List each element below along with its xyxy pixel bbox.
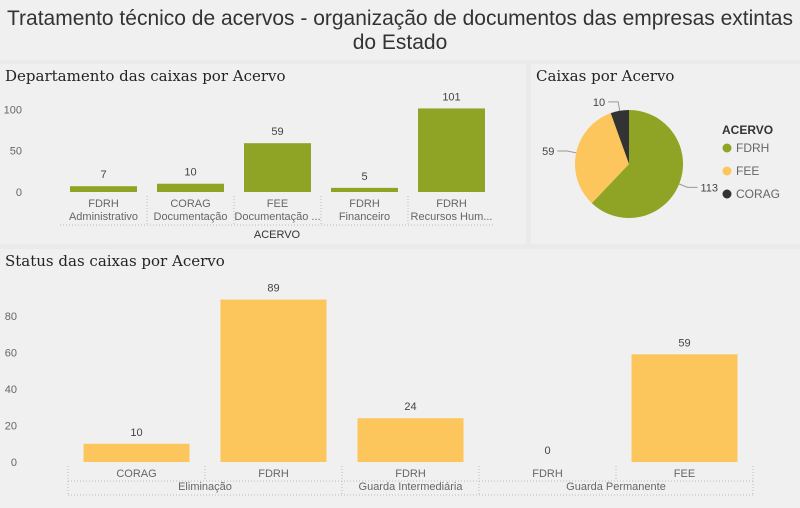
- legend-marker: [722, 143, 732, 153]
- x-group-label: Guarda Intermediária: [359, 481, 464, 493]
- x-tick-label: FDRH: [349, 198, 380, 210]
- x-tick-label: FDRH: [258, 468, 289, 480]
- x-tick-sublabel: Documentação ...: [234, 211, 320, 223]
- data-label: 0: [544, 445, 550, 457]
- status-bar-chart[interactable]: 02040608010CORAG89FDRHEliminação24FDRHGu…: [0, 249, 800, 508]
- report-title: Tratamento técnico de acervos - organiza…: [0, 0, 800, 60]
- x-tick-label: FDRH: [532, 468, 563, 480]
- pie-data-label: 113: [701, 182, 719, 194]
- legend-entry: FEE: [736, 164, 759, 178]
- bar: [70, 186, 137, 192]
- data-label: 89: [267, 283, 279, 295]
- pie-chart-title: Caixas por Acervo: [536, 67, 675, 85]
- data-label: 59: [678, 337, 690, 349]
- x-tick-label: CORAG: [116, 468, 156, 480]
- x-tick-sublabel: Administrativo: [69, 211, 138, 223]
- pie-data-label: 59: [542, 146, 554, 158]
- x-axis-title: ACERVO: [254, 229, 301, 241]
- bar: [83, 443, 190, 462]
- pie-slice: [610, 110, 629, 164]
- bar: [220, 299, 327, 462]
- legend-entry: FDRH: [736, 141, 769, 155]
- x-tick-sublabel: Documentação: [154, 211, 228, 223]
- department-bar-chart[interactable]: 0501007FDRHAdministrativo10CORAGDocument…: [0, 64, 526, 244]
- data-label: 101: [442, 91, 460, 103]
- legend-entry: CORAG: [736, 187, 780, 201]
- pie-data-label: 10: [593, 97, 605, 109]
- x-group-label: Eliminação: [178, 481, 232, 493]
- pie-leader-line: [608, 101, 621, 111]
- bar: [244, 143, 311, 192]
- x-group-label: Guarda Permanente: [566, 481, 666, 493]
- data-label: 59: [271, 126, 283, 138]
- x-tick-label: FDRH: [88, 198, 119, 210]
- bar: [357, 418, 464, 462]
- acervo-pie-panel[interactable]: Caixas por Acervo 113 59 10 ACERVO FDRH FEE CO…: [531, 64, 800, 244]
- data-label: 10: [184, 167, 196, 179]
- status-chart-panel[interactable]: Status das caixas por Acervo 0 20 40 60 80 10…: [0, 249, 800, 508]
- bar: [418, 108, 485, 192]
- x-tick-label: FEE: [674, 468, 695, 480]
- y-tick-label: 40: [5, 384, 17, 396]
- x-tick-label: FEE: [267, 198, 288, 210]
- legend-marker: [722, 189, 732, 199]
- bar: [631, 354, 738, 462]
- bar: [157, 183, 224, 192]
- x-tick-label: CORAG: [170, 198, 210, 210]
- pie-leader-line: [678, 183, 698, 188]
- x-tick-sublabel: Recursos Hum...: [411, 211, 493, 223]
- y-tick-label: 0: [11, 457, 17, 469]
- data-label: 7: [100, 169, 106, 181]
- x-tick-sublabel: Financeiro: [339, 211, 390, 223]
- y-tick-label: 80: [5, 311, 17, 323]
- legend-marker: [722, 166, 732, 176]
- status-chart-title: Status das caixas por Acervo: [5, 252, 225, 270]
- y-tick-label: 20: [5, 421, 17, 433]
- y-tick-label: 100: [4, 104, 22, 116]
- acervo-pie-chart[interactable]: 113 59 10 ACERVO FDRH FEE CORAG: [531, 64, 800, 244]
- pie-leader-line: [557, 150, 577, 154]
- y-tick-label: 60: [5, 348, 17, 360]
- data-label: 5: [361, 171, 367, 183]
- data-label: 24: [404, 401, 416, 413]
- department-chart-title: Departamento das caixas por Acervo: [5, 67, 286, 85]
- pie-slice: [575, 113, 629, 204]
- y-tick-label: 50: [10, 146, 22, 158]
- department-chart-panel[interactable]: Departamento das caixas por Acervo 0 50 10…: [0, 64, 526, 244]
- x-tick-label: FDRH: [436, 198, 467, 210]
- bar: [331, 187, 398, 192]
- x-tick-label: FDRH: [395, 468, 426, 480]
- y-tick-label: 0: [16, 187, 22, 199]
- legend-title: ACERVO: [722, 123, 773, 137]
- pie-slice: [591, 110, 683, 218]
- data-label: 10: [130, 427, 142, 439]
